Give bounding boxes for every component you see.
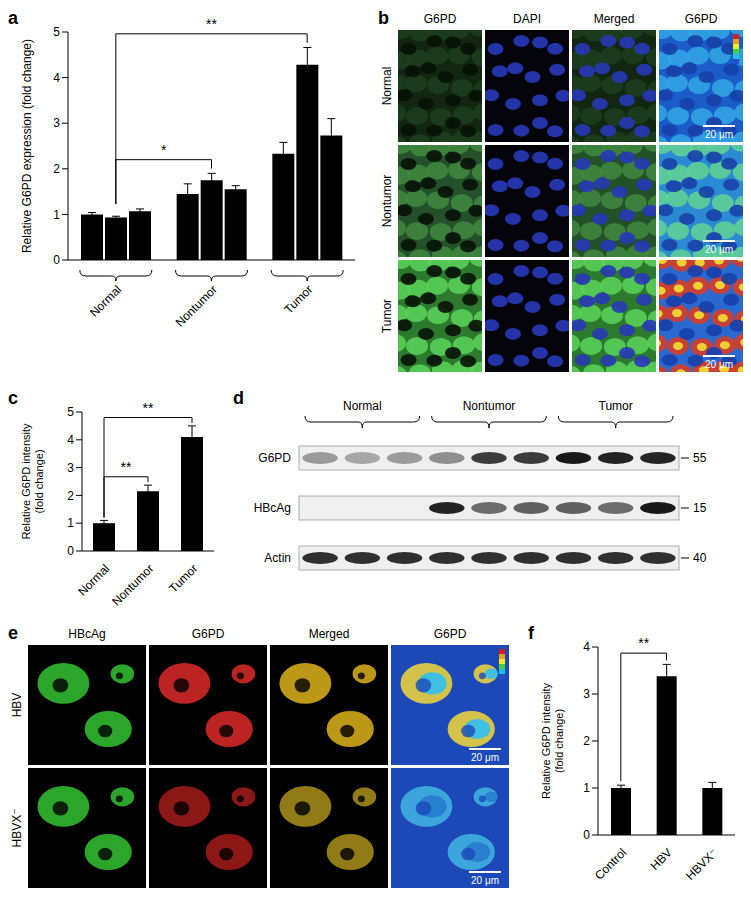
svg-text:HBcAg: HBcAg [254,501,291,515]
svg-text:4: 4 [67,433,74,447]
svg-text:Control: Control [592,845,629,882]
svg-text:Nontumor: Nontumor [463,399,516,413]
html-text:f: f [528,623,534,643]
html-text:Relative G6PD expression (fold: Relative G6PD expression (fold change) [20,39,34,254]
html-text:b: b [378,8,389,28]
html-text:HBV: HBV [10,692,24,718]
svg-text:1: 1 [67,516,74,530]
svg-text:Actin: Actin [264,551,291,565]
html-text:Nontumor: Nontumor [380,174,394,228]
svg-text:1: 1 [53,208,60,222]
html-text:Relative G6PD intensity (fold: Relative G6PD intensity (fold change) [540,682,565,800]
html-text:d: d [233,388,244,408]
svg-text:Normal: Normal [343,399,382,413]
svg-text:Normal: Normal [87,282,124,319]
svg-text:20 μm: 20 μm [471,875,499,886]
svg-text:G6PD: G6PD [258,451,291,465]
svg-text:20 μm: 20 μm [705,244,733,255]
svg-text:Tumor: Tumor [599,399,633,413]
svg-text:15: 15 [693,501,707,515]
html-text:G6PD: G6PD [684,12,718,26]
svg-text:0: 0 [67,544,74,558]
svg-text:0: 0 [53,253,60,267]
svg-text:Tumor: Tumor [281,282,315,316]
svg-text:2: 2 [583,734,590,748]
html-text:HBVX⁻: HBVX⁻ [10,808,24,848]
svg-text:**: ** [143,400,154,416]
svg-text:3: 3 [583,687,590,701]
svg-text:5: 5 [67,405,74,419]
svg-text:Tumor: Tumor [166,561,200,595]
svg-text:Nontumor: Nontumor [173,282,220,329]
svg-text:3: 3 [53,116,60,130]
svg-text:*: * [161,142,167,158]
svg-text:**: ** [638,635,649,651]
html-text:Normal: Normal [380,66,394,106]
html-text:a: a [8,8,18,28]
svg-text:1: 1 [583,781,590,795]
svg-text:5: 5 [53,25,60,39]
svg-text:20 μm: 20 μm [705,359,733,370]
svg-text:**: ** [121,459,132,475]
svg-text:Nontumor: Nontumor [109,561,156,608]
svg-text:2: 2 [53,162,60,176]
html-text:DAPI: DAPI [513,12,541,26]
html-text:G6PD: G6PD [191,627,225,641]
html-text:Merged: Merged [593,12,635,26]
svg-text:Normal: Normal [75,561,112,598]
svg-text:4: 4 [53,71,60,85]
svg-text:20 μm: 20 μm [471,752,499,763]
html-text:G6PD: G6PD [423,12,457,26]
svg-text:0: 0 [583,828,590,842]
svg-text:3: 3 [67,461,74,475]
svg-text:2: 2 [67,489,74,503]
html-text:G6PD: G6PD [433,627,467,641]
html-text:Tumor: Tumor [380,298,394,334]
svg-text:4: 4 [583,640,590,654]
html-text:HBcAg: HBcAg [68,627,106,641]
html-text:Relative G6PD intensity (fold: Relative G6PD intensity (fold change) [20,423,45,540]
html-text:c: c [8,388,18,408]
svg-text:40: 40 [693,551,707,565]
svg-text:55: 55 [693,451,707,465]
svg-text:HBVX⁻: HBVX⁻ [683,845,720,882]
html-text:e: e [8,623,18,643]
svg-text:20 μm: 20 μm [705,129,733,140]
svg-text:**: ** [206,16,217,32]
svg-text:HBV: HBV [648,845,675,872]
html-text:Merged: Merged [308,627,350,641]
